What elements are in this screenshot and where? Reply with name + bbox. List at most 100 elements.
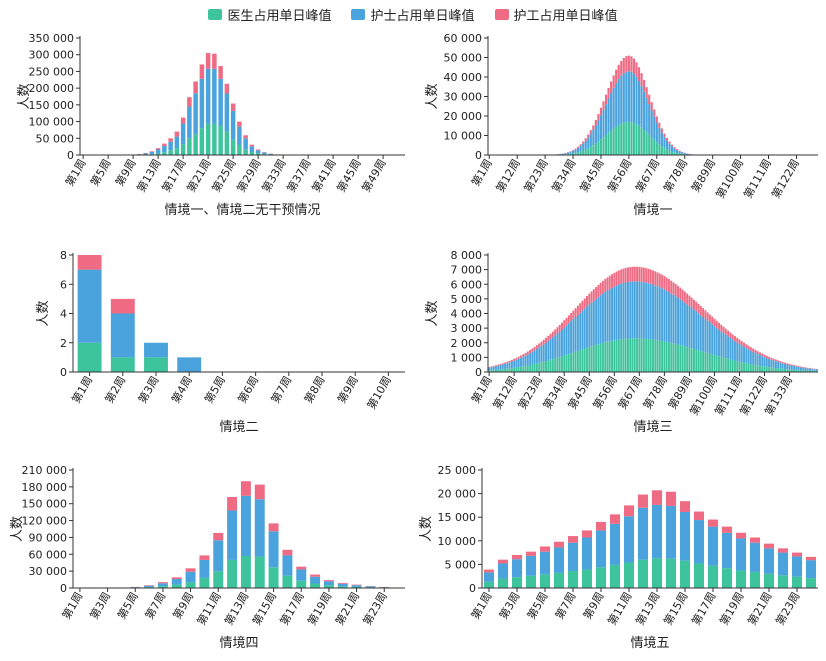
bar-caregiver bbox=[249, 144, 255, 147]
bar-nurse bbox=[572, 319, 575, 353]
bar-doctor bbox=[497, 578, 509, 588]
bar-doctor bbox=[677, 344, 680, 372]
x-tick-label: 第1周 bbox=[468, 157, 495, 189]
bar-nurse bbox=[768, 358, 771, 368]
bar-caregiver bbox=[777, 548, 789, 553]
bar-doctor bbox=[749, 364, 752, 372]
bar-nurse bbox=[511, 559, 523, 578]
x-tick-label: 第17周 bbox=[688, 590, 718, 628]
bar-nurse bbox=[656, 286, 659, 341]
bar-nurse bbox=[488, 367, 491, 371]
bar-doctor bbox=[653, 139, 656, 155]
bar-caregiver bbox=[774, 359, 777, 362]
bar-caregiver bbox=[781, 361, 784, 364]
bar-caregiver bbox=[592, 289, 595, 301]
bar-doctor bbox=[708, 353, 711, 372]
bar-doctor bbox=[268, 567, 279, 588]
x-tick-label: 第9周 bbox=[334, 374, 361, 406]
bar-nurse bbox=[735, 538, 747, 571]
y-tick-label: 2 bbox=[60, 337, 67, 350]
bar-nurse bbox=[483, 572, 495, 582]
bar-nurse bbox=[556, 333, 559, 358]
bar-caregiver bbox=[692, 299, 695, 310]
x-tick-label: 第8周 bbox=[301, 374, 328, 406]
x-tick-label: 第1周 bbox=[69, 374, 96, 406]
bar-doctor bbox=[205, 123, 211, 155]
bar-nurse bbox=[622, 282, 625, 339]
bar-nurse bbox=[531, 351, 534, 365]
bar-caregiver bbox=[570, 313, 573, 322]
bar-nurse bbox=[563, 327, 566, 356]
bar-doctor bbox=[510, 368, 513, 372]
bar-nurse bbox=[554, 335, 557, 359]
bar-doctor bbox=[572, 352, 575, 372]
bar-caregiver bbox=[533, 346, 536, 351]
bar-caregiver bbox=[187, 97, 192, 107]
bar-caregiver bbox=[724, 328, 727, 335]
bar-caregiver bbox=[651, 490, 663, 505]
bar-caregiver bbox=[704, 310, 707, 319]
bar-doctor bbox=[525, 575, 537, 588]
bar-doctor bbox=[676, 153, 679, 155]
bar-caregiver bbox=[731, 334, 734, 340]
bar-nurse bbox=[647, 283, 650, 340]
bar-nurse bbox=[592, 300, 595, 346]
bar-caregiver bbox=[721, 526, 733, 533]
bar-doctor bbox=[765, 366, 768, 372]
bar-caregiver bbox=[761, 353, 764, 357]
bar-caregiver bbox=[679, 287, 682, 300]
bar-doctor bbox=[579, 151, 582, 155]
bar-doctor bbox=[722, 357, 725, 372]
bar-nurse bbox=[699, 315, 702, 351]
bar-doctor bbox=[577, 152, 580, 155]
bar-nurse bbox=[631, 281, 634, 339]
bar-nurse bbox=[227, 510, 238, 560]
bar-caregiver bbox=[679, 501, 691, 513]
bar-doctor bbox=[743, 362, 746, 372]
bar-doctor bbox=[609, 564, 621, 588]
bar-doctor bbox=[763, 366, 766, 372]
bar-doctor bbox=[813, 370, 816, 372]
bar-doctor bbox=[513, 367, 516, 372]
bar-nurse bbox=[149, 151, 155, 155]
bar-nurse bbox=[205, 68, 211, 124]
bar-nurse bbox=[549, 339, 552, 360]
bar-caregiver bbox=[611, 274, 614, 288]
bar-caregiver bbox=[185, 568, 196, 572]
bar-nurse bbox=[213, 540, 224, 572]
bar-doctor bbox=[805, 578, 817, 588]
bar-doctor bbox=[584, 149, 587, 155]
bar-caregiver bbox=[554, 329, 557, 336]
bar-nurse bbox=[501, 364, 504, 370]
bar-caregiver bbox=[506, 361, 509, 364]
bar-nurse bbox=[570, 321, 573, 354]
y-tick-label: 150 000 bbox=[22, 498, 68, 511]
bar-nurse bbox=[640, 281, 643, 339]
bar-caregiver bbox=[688, 295, 691, 307]
bar-nurse bbox=[635, 76, 638, 125]
bar-doctor bbox=[781, 368, 784, 372]
bar-caregiver bbox=[574, 148, 577, 150]
bar-caregiver bbox=[693, 511, 705, 521]
bar-nurse bbox=[711, 324, 714, 355]
bar-nurse bbox=[529, 353, 532, 365]
x-tick-label: 第3周 bbox=[87, 590, 114, 622]
bar-doctor bbox=[711, 354, 714, 372]
bar-caregiver bbox=[799, 366, 802, 368]
y-tick-label: 10 000 bbox=[438, 535, 477, 548]
bar-nurse bbox=[582, 143, 585, 151]
bar-doctor bbox=[681, 345, 684, 372]
y-tick-label: 180 000 bbox=[22, 481, 68, 494]
bar-nurse bbox=[597, 296, 600, 345]
bar-caregiver bbox=[296, 566, 307, 570]
bar-doctor bbox=[777, 368, 780, 372]
bar-doctor bbox=[558, 356, 561, 372]
bar-nurse bbox=[606, 290, 609, 342]
bar-nurse bbox=[174, 136, 180, 149]
bar-caregiver bbox=[604, 94, 608, 105]
x-tick-label: 第11周 bbox=[604, 590, 634, 628]
bar-caregiver bbox=[654, 271, 657, 286]
bar-nurse bbox=[617, 79, 620, 125]
bar-nurse bbox=[157, 583, 168, 587]
